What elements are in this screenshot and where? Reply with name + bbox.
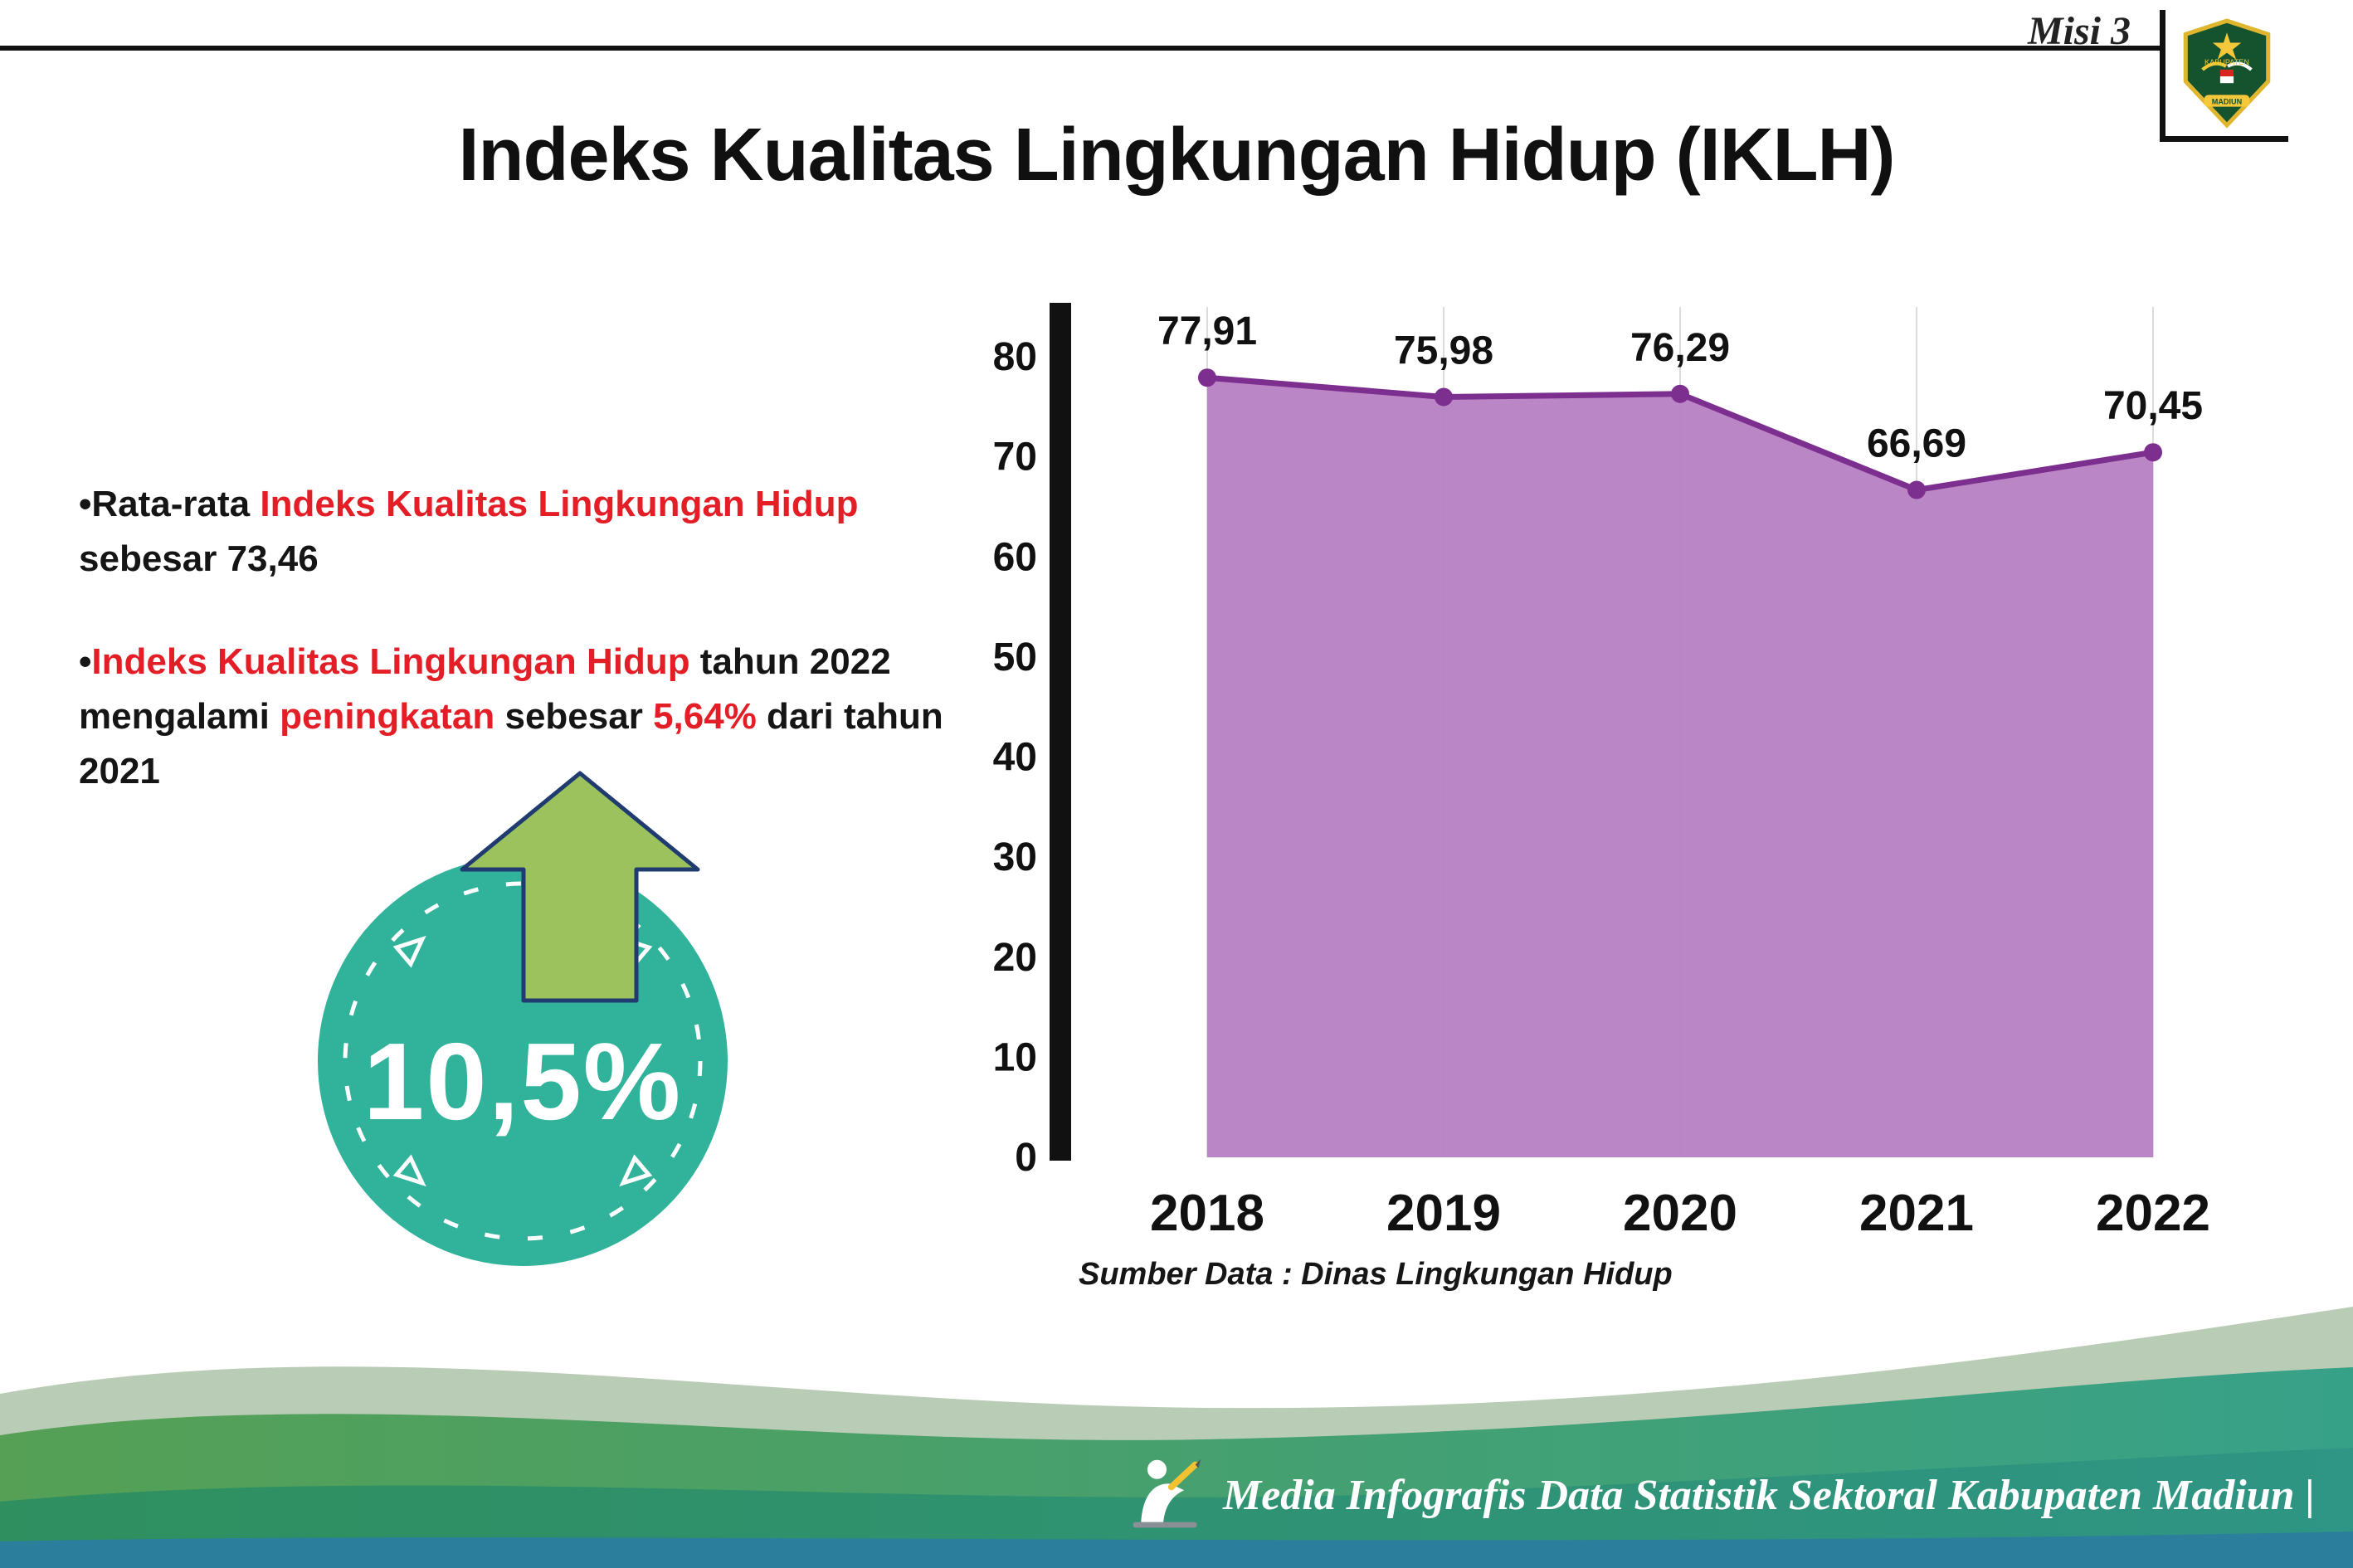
increase-percentage: 10,5% bbox=[363, 1020, 683, 1142]
x-tick-label: 2022 bbox=[2096, 1185, 2210, 1242]
up-arrow-icon bbox=[460, 771, 700, 1003]
value-label: 66,69 bbox=[1867, 422, 1966, 466]
kabupaten-madiun-logo: KABUPATEN MADIUN bbox=[2160, 10, 2288, 142]
y-tick-label: 40 bbox=[993, 736, 1037, 780]
bullet2-text3: dari tahun 2021 bbox=[79, 696, 943, 791]
x-tick-label: 2020 bbox=[1623, 1185, 1737, 1242]
crest-icon: KABUPATEN MADIUN bbox=[2183, 18, 2271, 129]
y-axis-bar bbox=[1050, 303, 1071, 1161]
source-note: Sumber Data : Dinas Lingkungan Hidup bbox=[1079, 1257, 1673, 1292]
y-tick-label: 10 bbox=[993, 1035, 1037, 1079]
y-tick-label: 80 bbox=[993, 335, 1037, 379]
increase-badge: 10,5% bbox=[318, 771, 728, 1266]
logo-text-top: KABUPATEN bbox=[2204, 58, 2249, 66]
x-tick-label: 2019 bbox=[1386, 1185, 1501, 1242]
bullet-average-iklh: •Rata-rata Indeks Kualitas Lingkungan Hi… bbox=[79, 477, 954, 587]
y-tick-label: 70 bbox=[993, 436, 1037, 480]
bullet1-highlight: Indeks Kualitas Lingkungan Hidup bbox=[260, 484, 859, 524]
bullet2-percentage: 5,64% bbox=[653, 696, 757, 737]
bullet2-text1: tahun 2022 mengalami bbox=[79, 641, 891, 737]
y-tick-label: 50 bbox=[993, 635, 1037, 679]
bullet2-highlight2: peningkatan bbox=[280, 696, 495, 737]
logo-text-bottom: MADIUN bbox=[2212, 98, 2243, 106]
header-rule bbox=[0, 46, 2164, 51]
data-point bbox=[1671, 384, 1689, 403]
bullet1-text: Rata-rata bbox=[91, 484, 261, 524]
misi-label: Misi 3 bbox=[2027, 9, 2131, 53]
value-label: 70,45 bbox=[2103, 384, 2203, 428]
footer-credit: Media Infografis Data Statistik Sektoral… bbox=[1127, 1455, 2315, 1535]
bullet-dot: • bbox=[79, 641, 92, 682]
page-title: Indeks Kualitas Lingkungan Hidup (IKLH) bbox=[458, 114, 1895, 197]
data-point bbox=[2144, 443, 2162, 462]
chart-area: 0 10 20 30 40 50 60 70 80 2018 2019 2020 2021 2022 77,… bbox=[954, 295, 2248, 1257]
y-tick-label: 60 bbox=[993, 535, 1037, 579]
x-tick-label: 2018 bbox=[1150, 1185, 1264, 1242]
bullet2-highlight1: Indeks Kualitas Lingkungan Hidup bbox=[91, 641, 690, 682]
y-tick-label: 0 bbox=[1015, 1136, 1037, 1180]
data-point bbox=[1198, 368, 1216, 387]
footer-credit-text: Media Infografis Data Statistik Sektoral… bbox=[1222, 1471, 2315, 1519]
value-label: 76,29 bbox=[1630, 326, 1730, 370]
bullet2-text2: sebesar bbox=[494, 696, 654, 737]
footer-waves bbox=[0, 1307, 2353, 1568]
bullet-increase-2022: •Indeks Kualitas Lingkungan Hidup tahun … bbox=[79, 635, 954, 799]
data-point bbox=[1907, 480, 1926, 499]
y-tick-label: 20 bbox=[993, 936, 1037, 980]
iklh-chart: 0 10 20 30 40 50 60 70 80 2018 2019 2020 2021 2022 77,… bbox=[993, 303, 2210, 1242]
y-tick-label: 30 bbox=[993, 835, 1037, 879]
value-label: 77,91 bbox=[1157, 309, 1257, 353]
x-tick-label: 2021 bbox=[1859, 1185, 1974, 1242]
area-fill bbox=[1207, 377, 2153, 1157]
data-point bbox=[1435, 387, 1453, 407]
value-label: 75,98 bbox=[1394, 329, 1493, 373]
writer-icon bbox=[1133, 1458, 1201, 1528]
bullet-dot: • bbox=[79, 484, 92, 524]
key-findings: •Rata-rata Indeks Kualitas Lingkungan Hi… bbox=[79, 477, 954, 847]
bullet1-value: sebesar 73,46 bbox=[79, 538, 319, 579]
